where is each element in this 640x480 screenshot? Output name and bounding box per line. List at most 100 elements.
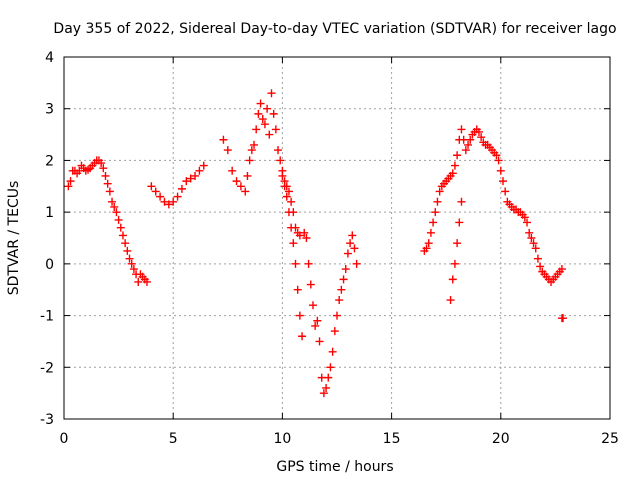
data-point-marker	[448, 275, 457, 284]
data-point-marker	[525, 228, 534, 237]
data-point-marker	[127, 259, 136, 268]
data-point-marker	[498, 177, 507, 186]
data-point-marker	[260, 120, 269, 129]
y-tick-label: 1	[45, 205, 54, 221]
chart-title: Day 355 of 2022, Sidereal Day-to-day VTE…	[53, 21, 616, 37]
y-tick-label: 4	[45, 50, 54, 66]
data-point-marker	[529, 239, 538, 248]
data-point-marker	[274, 146, 283, 155]
data-point-marker	[533, 254, 542, 263]
y-axis-label: SDTVAR / TECUs	[6, 181, 22, 296]
x-axis-label: GPS time / hours	[276, 459, 393, 475]
data-point-marker	[271, 125, 280, 134]
data-point-marker	[559, 314, 568, 323]
data-point-marker	[125, 254, 134, 263]
y-tick-label: -1	[40, 309, 54, 325]
data-point-marker	[256, 99, 265, 108]
data-point-marker	[284, 208, 293, 217]
data-point-marker	[496, 166, 505, 175]
data-point-marker	[295, 231, 304, 240]
data-point-marker	[435, 187, 444, 196]
data-point-marker	[311, 321, 320, 330]
data-point-marker	[263, 104, 272, 113]
data-point-marker	[284, 187, 293, 196]
data-point-marker	[426, 228, 435, 237]
data-point-marker	[501, 187, 510, 196]
data-point-marker	[446, 296, 455, 305]
data-point-marker	[265, 130, 274, 139]
data-point-marker	[337, 285, 346, 294]
data-point-marker	[287, 197, 296, 206]
data-point-marker	[108, 197, 117, 206]
data-point-marker	[291, 259, 300, 268]
data-point-marker	[477, 133, 486, 142]
data-point-marker	[142, 277, 151, 286]
data-point-marker	[350, 244, 359, 253]
data-point-marker	[343, 249, 352, 258]
data-point-marker	[182, 177, 191, 186]
data-point-marker	[245, 156, 254, 165]
series-arc-3	[219, 89, 304, 240]
data-point-marker	[335, 296, 344, 305]
y-tick-label: -3	[40, 412, 54, 428]
data-point-marker	[448, 169, 457, 178]
series-arc-4	[278, 171, 361, 398]
data-point-marker	[151, 187, 160, 196]
data-point-marker	[147, 182, 156, 191]
data-point-marker	[232, 177, 241, 186]
data-point-marker	[228, 166, 237, 175]
data-point-marker	[293, 285, 302, 294]
data-point-marker	[103, 179, 112, 188]
data-point-marker	[429, 218, 438, 227]
x-tick-label: 10	[273, 431, 291, 447]
data-point-marker	[308, 301, 317, 310]
x-tick-label: 15	[383, 431, 401, 447]
data-point-marker	[236, 182, 245, 191]
data-point-marker	[319, 389, 328, 398]
data-point-marker	[280, 182, 289, 191]
data-point-marker	[289, 239, 298, 248]
data-point-marker	[64, 182, 73, 191]
series-arc-5	[420, 125, 566, 286]
data-point-marker	[254, 109, 263, 118]
data-point-marker	[431, 208, 440, 217]
data-point-marker	[276, 156, 285, 165]
series-arc-6	[446, 197, 466, 305]
data-point-marker	[466, 135, 475, 144]
data-point-marker	[322, 383, 331, 392]
data-point-marker	[118, 231, 127, 240]
tick-labels: 0 5 10 15 20 25 -3 -2 -1 0 1 2 3 4	[40, 50, 619, 447]
data-point-marker	[169, 197, 178, 206]
x-tick-label: 25	[601, 431, 619, 447]
data-point-marker	[134, 277, 143, 286]
data-point-marker	[252, 125, 261, 134]
data-point-marker	[99, 164, 108, 173]
data-point-marker	[219, 135, 228, 144]
data-point-marker	[457, 197, 466, 206]
y-tick-label: 3	[45, 102, 54, 118]
data-point-marker	[269, 109, 278, 118]
data-point-marker	[156, 192, 165, 201]
data-point-marker	[474, 127, 483, 136]
data-point-marker	[433, 197, 442, 206]
series-arc-2	[147, 161, 208, 209]
data-point-marker	[304, 259, 313, 268]
data-point-marker	[186, 174, 195, 183]
data-point-marker	[164, 200, 173, 209]
data-point-marker	[341, 265, 350, 274]
data-point-marker	[287, 223, 296, 232]
data-point-marker	[278, 171, 287, 180]
data-point-marker	[223, 146, 232, 155]
data-point-marker	[267, 89, 276, 98]
data-point-marker	[129, 265, 138, 274]
data-point-marker	[464, 140, 473, 149]
data-point-marker	[527, 234, 536, 242]
x-tick-label: 0	[60, 431, 69, 447]
data-point-marker	[346, 239, 355, 248]
data-point-marker	[250, 140, 259, 149]
data-point-marker	[313, 316, 322, 325]
data-point-marker	[302, 234, 311, 242]
data-point-marker	[531, 244, 540, 253]
data-point-marker	[326, 363, 335, 372]
data-point-marker	[348, 231, 357, 240]
